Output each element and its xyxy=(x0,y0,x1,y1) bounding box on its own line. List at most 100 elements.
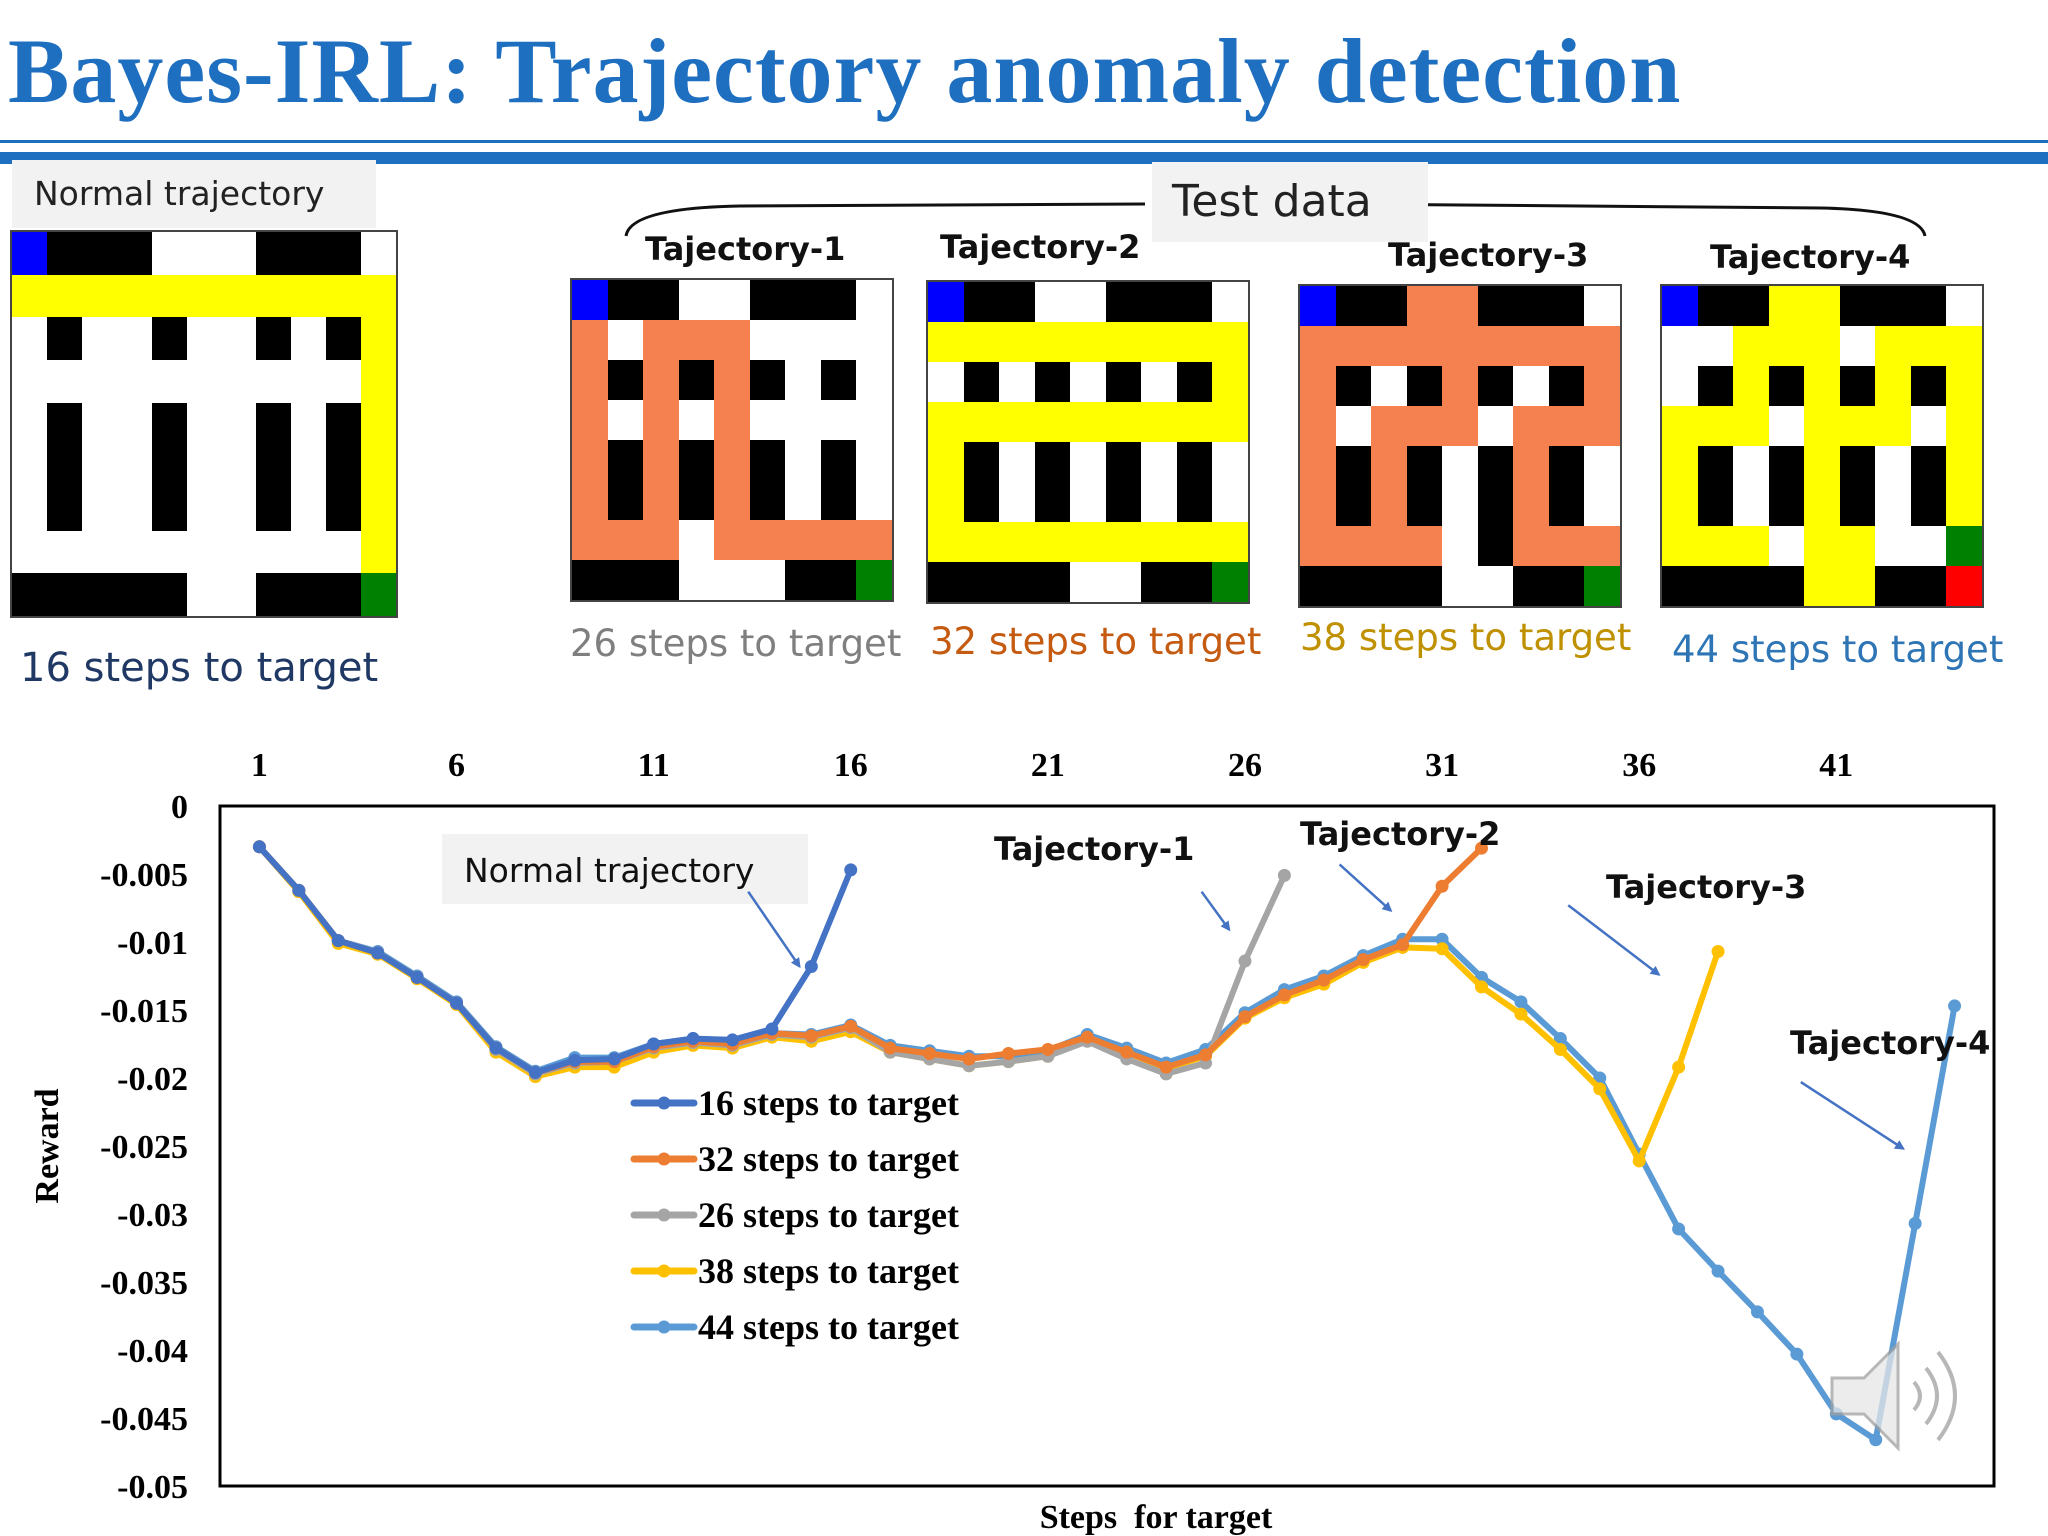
trajectory-4-maze xyxy=(1660,284,1984,608)
maze-cell xyxy=(1548,366,1585,406)
maze-cell xyxy=(963,522,1000,562)
maze-cell xyxy=(678,360,715,400)
maze-cell xyxy=(1697,406,1734,446)
maze-cell xyxy=(1034,482,1071,522)
maze-cell xyxy=(1910,406,1947,446)
y-tick-label: -0.02 xyxy=(117,1061,188,1098)
maze-cell xyxy=(1946,566,1982,606)
maze-cell xyxy=(81,573,117,616)
maze-cell xyxy=(221,488,257,531)
maze-cell xyxy=(1141,522,1177,562)
data-point xyxy=(1593,1071,1607,1085)
maze-cell xyxy=(1034,282,1071,322)
maze-cell xyxy=(1406,406,1443,446)
maze-cell xyxy=(714,440,750,480)
data-point xyxy=(804,959,818,973)
maze-cell xyxy=(714,360,750,400)
maze-cell xyxy=(1733,366,1769,406)
legend-label: 44 steps to target xyxy=(698,1307,959,1347)
maze-cell xyxy=(1371,446,1407,486)
maze-cell xyxy=(256,445,292,488)
maze-cell xyxy=(221,445,257,488)
trajectory-2-title: Tajectory-2 xyxy=(940,228,1141,266)
y-axis-label: Reward xyxy=(29,1088,66,1203)
maze-cell xyxy=(572,400,608,440)
maze-cell xyxy=(1584,566,1620,606)
annotation-arrow xyxy=(1200,890,1231,932)
annotation-label: Tajectory-3 xyxy=(1606,868,1806,906)
trajectory-3-steps: 38 steps to target xyxy=(1300,616,1632,659)
speaker-icon[interactable] xyxy=(1830,1340,1957,1452)
maze-cell xyxy=(785,520,821,560)
maze-cell xyxy=(1141,482,1177,522)
maze-cell xyxy=(1070,282,1106,322)
x-tick-label: 16 xyxy=(834,747,868,784)
maze-cell xyxy=(963,442,1000,482)
maze-cell xyxy=(291,232,327,275)
maze-cell xyxy=(46,274,82,318)
y-tick-label: -0.025 xyxy=(100,1129,188,1166)
maze-cell xyxy=(1839,406,1876,446)
maze-cell xyxy=(999,442,1035,482)
maze-cell xyxy=(1875,446,1911,486)
data-point xyxy=(1435,942,1449,956)
maze-cell xyxy=(820,320,857,360)
maze-cell xyxy=(607,560,644,600)
annotation-arrow xyxy=(1800,1081,1906,1150)
maze-cell xyxy=(856,360,892,400)
maze-cell xyxy=(116,360,152,403)
x-tick-label: 41 xyxy=(1819,747,1853,784)
reward-chart: 1 6 11 16 21 26 31 36 41 0-0.005-0.01-0.015-0.02… xyxy=(29,747,1996,1536)
trajectory-4-steps: 44 steps to target xyxy=(1672,628,2004,671)
maze-cell xyxy=(1548,486,1585,526)
x-axis-label: Steps for target xyxy=(1040,1499,1273,1536)
maze-cell xyxy=(749,320,786,360)
maze-cell xyxy=(151,402,187,446)
maze-cell xyxy=(1839,566,1876,606)
maze-cell xyxy=(607,280,644,320)
maze-cell xyxy=(291,445,327,488)
y-tick-label: -0.015 xyxy=(100,993,188,1030)
maze-cell xyxy=(221,530,257,574)
maze-cell xyxy=(1768,326,1805,366)
maze-cell xyxy=(1513,366,1549,406)
series-line xyxy=(256,843,854,1076)
maze-cell xyxy=(361,232,396,275)
maze-cell xyxy=(1212,402,1248,442)
data-point xyxy=(1593,1082,1607,1096)
maze-cell xyxy=(1839,446,1876,486)
data-point xyxy=(371,946,385,960)
test-data-label-text: Test data xyxy=(1172,176,1372,227)
trajectory-2-steps: 32 steps to target xyxy=(930,620,1262,663)
maze-cell xyxy=(1176,362,1213,402)
normal-maze xyxy=(10,230,398,618)
maze-cell xyxy=(749,480,786,520)
trajectory-1-maze xyxy=(570,278,894,602)
maze-cell xyxy=(1910,566,1947,606)
maze-cell xyxy=(1105,282,1142,322)
maze-cell xyxy=(999,402,1035,442)
maze-cell xyxy=(151,488,187,531)
trajectory-1-steps: 26 steps to target xyxy=(570,622,902,665)
maze-cell xyxy=(572,520,608,560)
maze-cell xyxy=(820,520,857,560)
maze-cell xyxy=(928,562,964,602)
maze-cell xyxy=(1406,286,1443,326)
data-point xyxy=(1435,879,1449,893)
maze-cell xyxy=(1406,366,1443,406)
maze-cell xyxy=(1105,322,1142,362)
data-point xyxy=(1475,980,1489,994)
maze-cell xyxy=(572,320,608,360)
x-tick-label: 21 xyxy=(1031,747,1065,784)
maze-cell xyxy=(1034,442,1071,482)
maze-cell xyxy=(1477,486,1514,526)
maze-cell xyxy=(607,520,644,560)
data-point xyxy=(1159,1060,1173,1074)
legend-marker xyxy=(657,1264,671,1278)
maze-cell xyxy=(1176,322,1213,362)
maze-cell xyxy=(1335,406,1372,446)
maze-cell xyxy=(820,480,857,520)
maze-cell xyxy=(326,573,362,616)
maze-cell xyxy=(963,402,1000,442)
maze-cell xyxy=(856,400,892,440)
